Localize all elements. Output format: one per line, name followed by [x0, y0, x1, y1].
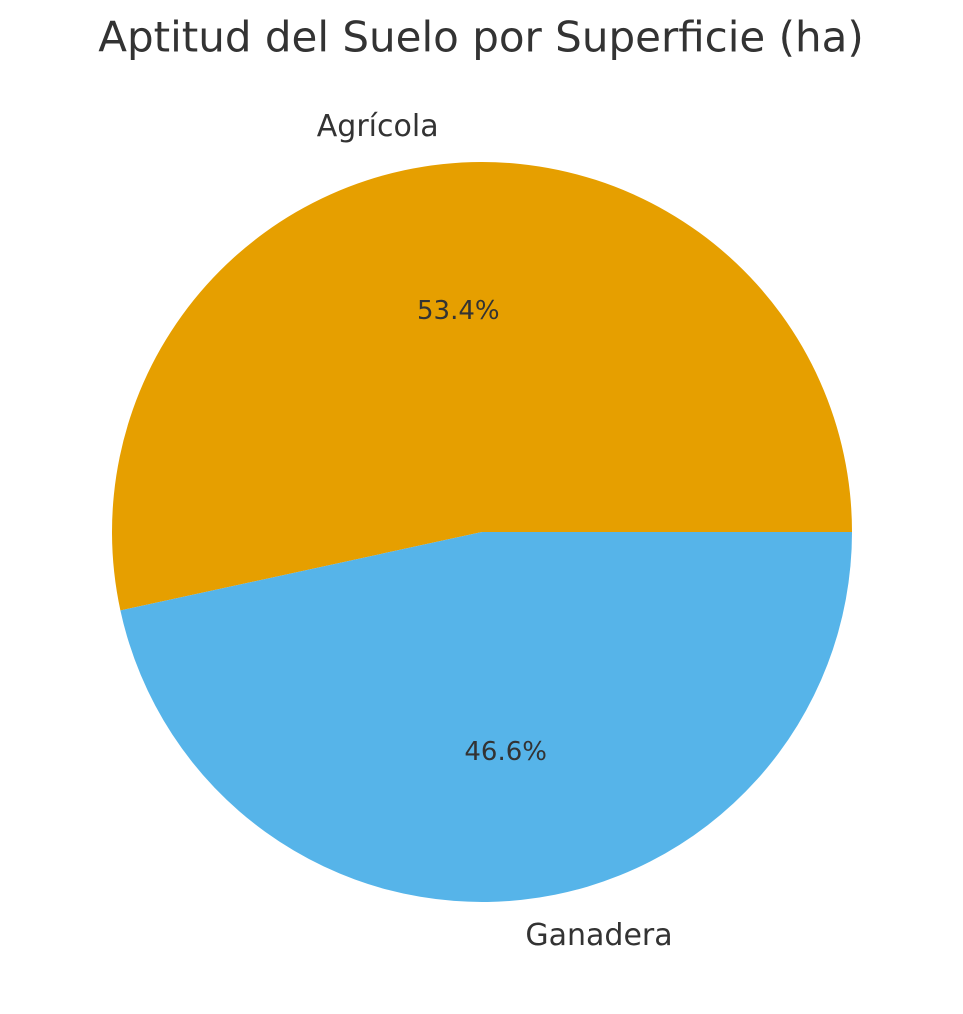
chart-title: Aptitud del Suelo por Superficie (ha) [98, 13, 864, 62]
pie-slice [120, 532, 853, 902]
value-label: 46.6% [464, 737, 547, 767]
slice-label: Ganadera [525, 918, 672, 953]
pie-slice [111, 161, 852, 611]
value-label: 53.4% [417, 296, 500, 326]
slice-label: Agrícola [317, 109, 439, 144]
